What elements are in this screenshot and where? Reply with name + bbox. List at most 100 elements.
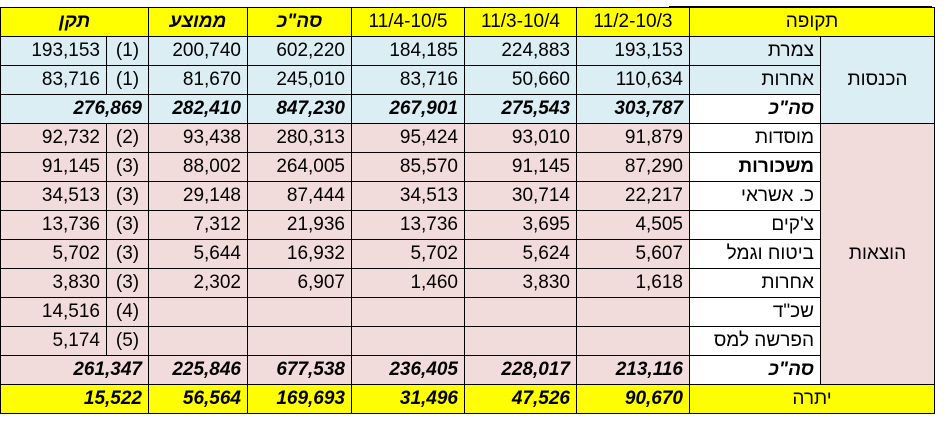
header-norm: תקן	[0, 7, 149, 37]
income-category: הכנסות	[820, 36, 935, 124]
cell-total: 87,444	[247, 181, 352, 211]
cell-norm: 91,145	[0, 152, 107, 182]
cell-total: 21,936	[247, 210, 352, 240]
header-period-1: 11/2-10/3	[576, 7, 690, 37]
row-label: כ. אשראי	[689, 181, 821, 211]
cell-period-2: 3,830	[464, 268, 577, 298]
table-row: 5,702 (3) 5,644 16,932 5,702 5,624 5,607…	[0, 239, 935, 269]
cell-average: 5,644	[148, 239, 248, 269]
cell-norm: 14,516	[0, 297, 107, 327]
row-label: שכ"ד	[689, 297, 821, 327]
cell-period-3: 85,570	[351, 152, 465, 182]
cell-period-3: 95,424	[351, 123, 465, 153]
cell-total: 16,932	[247, 239, 352, 269]
cell-average: 29,148	[148, 181, 248, 211]
cell-period-3: 31,496	[351, 384, 465, 414]
cell-footnote: (1)	[106, 36, 149, 66]
cell-period-1: 87,290	[576, 152, 690, 182]
cell-total: 169,693	[247, 384, 352, 414]
cell-footnote: (3)	[106, 210, 149, 240]
cell-norm: 3,830	[0, 268, 107, 298]
cell-period-1	[576, 297, 690, 327]
cell-period-3: 13,736	[351, 210, 465, 240]
cell-period-1: 4,505	[576, 210, 690, 240]
table-row: 3,830 (3) 2,302 6,907 1,460 3,830 1,618 …	[0, 268, 935, 298]
cell-norm: 15,522	[0, 384, 149, 414]
cell-period-1: 22,217	[576, 181, 690, 211]
cell-average: 225,846	[148, 355, 248, 385]
cell-total: 245,010	[247, 65, 352, 95]
cell-period-2: 91,145	[464, 152, 577, 182]
cell-period-1	[576, 326, 690, 356]
cell-norm: 276,869	[0, 94, 149, 124]
row-label: סה"כ	[689, 94, 821, 124]
header-average: ממוצע	[148, 7, 248, 37]
cell-norm: 34,513	[0, 181, 107, 211]
cell-average	[148, 297, 248, 327]
cell-footnote: (3)	[106, 268, 149, 298]
cell-period-3: 83,716	[351, 65, 465, 95]
row-label: משכורות	[689, 152, 821, 182]
cell-average	[148, 326, 248, 356]
row-label: אחרות	[689, 65, 821, 95]
cell-period-3	[351, 326, 465, 356]
cell-norm: 193,153	[0, 36, 107, 66]
cell-average: 56,564	[148, 384, 248, 414]
cell-total: 847,230	[247, 94, 352, 124]
cell-period-1: 213,116	[576, 355, 690, 385]
table-row: 34,513 (3) 29,148 87,444 34,513 30,714 2…	[0, 181, 935, 211]
table-row: 14,516 (4) שכ"ד	[0, 297, 935, 327]
cell-footnote: (3)	[106, 152, 149, 182]
cell-footnote: (2)	[106, 123, 149, 153]
row-label: הפרשה למס	[689, 326, 821, 356]
cell-average: 88,002	[148, 152, 248, 182]
cell-period-1: 110,634	[576, 65, 690, 95]
header-period-3: 11/4-10/5	[351, 7, 465, 37]
cell-average: 2,302	[148, 268, 248, 298]
cell-footnote: (3)	[106, 181, 149, 211]
cell-total: 280,313	[247, 123, 352, 153]
row-label: ביטוח וגמל	[689, 239, 821, 269]
balance-label: יתרה	[689, 384, 935, 414]
cell-period-1: 91,879	[576, 123, 690, 153]
cell-total	[247, 297, 352, 327]
cell-period-2: 228,017	[464, 355, 577, 385]
cell-period-2: 47,526	[464, 384, 577, 414]
cell-footnote: (1)	[106, 65, 149, 95]
cell-period-3: 5,702	[351, 239, 465, 269]
cell-period-3: 1,460	[351, 268, 465, 298]
cell-period-1: 1,618	[576, 268, 690, 298]
cell-period-2: 30,714	[464, 181, 577, 211]
cell-footnote: (3)	[106, 239, 149, 269]
cell-period-2: 224,883	[464, 36, 577, 66]
income-sum-row: 276,869 282,410 847,230 267,901 275,543 …	[0, 94, 935, 124]
cell-total: 6,907	[247, 268, 352, 298]
cell-total: 602,220	[247, 36, 352, 66]
cell-average: 81,670	[148, 65, 248, 95]
header-total: סה"כ	[247, 7, 352, 37]
header-period-label: תקופה	[689, 7, 935, 37]
cell-period-2	[464, 326, 577, 356]
cell-norm: 92,732	[0, 123, 107, 153]
cell-period-3: 34,513	[351, 181, 465, 211]
row-label: אחרות	[689, 268, 821, 298]
cell-period-2: 93,010	[464, 123, 577, 153]
cell-footnote: (5)	[106, 326, 149, 356]
expenses-sum-row: 261,347 225,846 677,538 236,405 228,017 …	[0, 355, 935, 385]
row-label: מוסדות	[689, 123, 821, 153]
cell-total: 677,538	[247, 355, 352, 385]
cell-norm: 83,716	[0, 65, 107, 95]
table-row: 92,732 (2) 93,438 280,313 95,424 93,010 …	[0, 123, 935, 385]
cell-period-2	[464, 297, 577, 327]
cell-footnote: (4)	[106, 297, 149, 327]
table-row: 193,153 (1) 200,740 602,220 184,185 224,…	[0, 36, 935, 124]
cell-period-3: 267,901	[351, 94, 465, 124]
cell-total: 264,005	[247, 152, 352, 182]
cell-period-3: 184,185	[351, 36, 465, 66]
row-label: צמרת	[689, 36, 821, 66]
cell-period-2: 3,695	[464, 210, 577, 240]
cell-period-1: 90,670	[576, 384, 690, 414]
row-label: צ'קים	[689, 210, 821, 240]
cell-total	[247, 326, 352, 356]
cell-period-3: 236,405	[351, 355, 465, 385]
